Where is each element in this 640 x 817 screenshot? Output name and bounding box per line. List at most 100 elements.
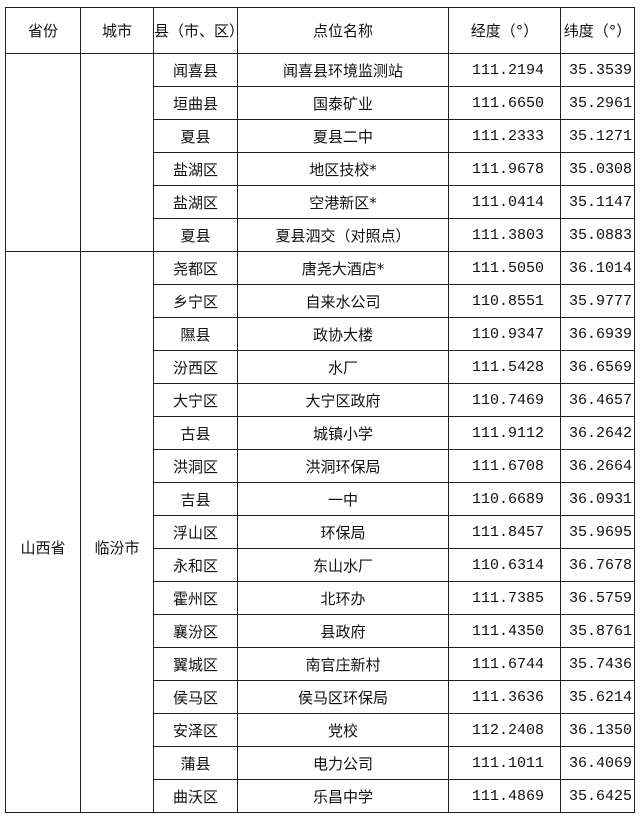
table-row: 乡宁区 自来水公司 110.8551 35.9777 — [6, 284, 635, 318]
table-row: 曲沃区 乐昌中学 111.4869 35.6425 — [6, 779, 635, 813]
longitude-cell: 111.5428 — [448, 350, 561, 384]
table-row: 山西省 临汾市 尧都区 唐尧大酒店* 111.5050 36.1014 — [5, 251, 635, 813]
latitude-cell: 35.0883 — [560, 218, 635, 252]
site-name-cell: 东山水厂 — [237, 548, 449, 582]
county-cell: 曲沃区 — [153, 779, 238, 813]
longitude-cell: 110.9347 — [448, 317, 561, 351]
site-name-cell: 北环办 — [237, 581, 449, 615]
site-name-cell: 城镇小学 — [237, 416, 449, 450]
site-name-cell: 唐尧大酒店* — [237, 251, 449, 285]
latitude-cell: 35.7436 — [560, 647, 635, 681]
county-cell: 襄汾区 — [153, 614, 238, 648]
site-name-cell: 乐昌中学 — [237, 779, 449, 813]
latitude-cell: 35.6425 — [560, 779, 635, 813]
latitude-cell: 35.3539 — [560, 53, 635, 87]
county-cell: 汾西区 — [153, 350, 238, 384]
latitude-cell: 36.2642 — [560, 416, 635, 450]
site-name-cell: 环保局 — [237, 515, 449, 549]
longitude-cell: 111.4350 — [448, 614, 561, 648]
longitude-cell: 111.6650 — [448, 86, 561, 120]
site-name-cell: 自来水公司 — [237, 284, 449, 318]
table-row: 浮山区 环保局 111.8457 35.9695 — [6, 515, 635, 549]
header-longitude: 经度（°） — [448, 7, 561, 54]
longitude-cell: 111.2194 — [448, 53, 561, 87]
province-cell: 山西省 — [5, 251, 81, 813]
longitude-cell: 110.6689 — [448, 482, 561, 516]
latitude-cell: 36.6569 — [560, 350, 635, 384]
latitude-cell: 35.1147 — [560, 185, 635, 219]
latitude-cell: 36.6939 — [560, 317, 635, 351]
longitude-cell: 111.4869 — [448, 779, 561, 813]
table-row: 垣曲县 国泰矿业 111.6650 35.2961 — [6, 86, 635, 120]
longitude-cell: 111.9678 — [448, 152, 561, 186]
county-cell: 永和区 — [153, 548, 238, 582]
county-cell: 蒲县 — [153, 746, 238, 780]
header-site-name: 点位名称 — [237, 7, 449, 54]
city-cell: 临汾市 — [80, 251, 154, 813]
longitude-cell: 112.2408 — [448, 713, 561, 747]
city-cell — [80, 53, 154, 252]
header-province: 省份 — [5, 7, 81, 54]
table-row: 隰县 政协大楼 110.9347 36.6939 — [6, 317, 635, 351]
latitude-cell: 36.7678 — [560, 548, 635, 582]
longitude-cell: 111.1011 — [448, 746, 561, 780]
longitude-cell: 110.8551 — [448, 284, 561, 318]
county-cell: 翼城区 — [153, 647, 238, 681]
site-name-cell: 夏县二中 — [237, 119, 449, 153]
table-row: 盐湖区 地区技校* 111.9678 35.0308 — [6, 152, 635, 186]
table-row: 闻喜县 闻喜县环境监测站 111.2194 35.3539 — [5, 53, 635, 252]
county-cell: 安泽区 — [153, 713, 238, 747]
longitude-cell: 111.9112 — [448, 416, 561, 450]
table-row: 安泽区 党校 112.2408 36.1350 — [6, 713, 635, 747]
table-row: 侯马区 侯马区环保局 111.3636 35.6214 — [6, 680, 635, 714]
county-cell: 盐湖区 — [153, 152, 238, 186]
latitude-cell: 35.2961 — [560, 86, 635, 120]
table-row: 汾西区 水厂 111.5428 36.6569 — [6, 350, 635, 384]
latitude-cell: 35.6214 — [560, 680, 635, 714]
province-cell — [5, 53, 81, 252]
site-name-cell: 空港新区* — [237, 185, 449, 219]
site-name-cell: 政协大楼 — [237, 317, 449, 351]
county-cell: 尧都区 — [153, 251, 238, 285]
longitude-cell: 111.3636 — [448, 680, 561, 714]
table-row: 夏县 夏县泗交（对照点） 111.3803 35.0883 — [6, 218, 635, 252]
latitude-cell: 35.1271 — [560, 119, 635, 153]
latitude-cell: 36.1014 — [560, 251, 635, 285]
site-name-cell: 地区技校* — [237, 152, 449, 186]
longitude-cell: 111.0414 — [448, 185, 561, 219]
monitoring-sites-table-container: 省份 城市 县（市、区） 点位名称 经度（°） 纬度（°） 闻喜县 闻喜县环境监测… — [5, 7, 635, 813]
county-cell: 夏县 — [153, 119, 238, 153]
header-latitude: 纬度（°） — [560, 7, 635, 54]
header-row: 省份 城市 县（市、区） 点位名称 经度（°） 纬度（°） — [5, 7, 635, 54]
county-cell: 垣曲县 — [153, 86, 238, 120]
site-name-cell: 大宁区政府 — [237, 383, 449, 417]
latitude-cell: 36.1350 — [560, 713, 635, 747]
table-row: 夏县 夏县二中 111.2333 35.1271 — [6, 119, 635, 153]
site-name-cell: 夏县泗交（对照点） — [237, 218, 449, 252]
county-cell: 霍州区 — [153, 581, 238, 615]
longitude-cell: 111.7385 — [448, 581, 561, 615]
table-row: 蒲县 电力公司 111.1011 36.4069 — [6, 746, 635, 780]
county-cell: 浮山区 — [153, 515, 238, 549]
latitude-cell: 36.4657 — [560, 383, 635, 417]
county-cell: 乡宁区 — [153, 284, 238, 318]
site-name-cell: 南官庄新村 — [237, 647, 449, 681]
longitude-cell: 110.7469 — [448, 383, 561, 417]
latitude-cell: 36.2664 — [560, 449, 635, 483]
site-name-cell: 侯马区环保局 — [237, 680, 449, 714]
county-cell: 大宁区 — [153, 383, 238, 417]
site-name-cell: 一中 — [237, 482, 449, 516]
county-cell: 古县 — [153, 416, 238, 450]
site-name-cell: 洪洞环保局 — [237, 449, 449, 483]
county-cell: 隰县 — [153, 317, 238, 351]
site-name-cell: 闻喜县环境监测站 — [237, 53, 449, 87]
county-cell: 盐湖区 — [153, 185, 238, 219]
county-cell: 吉县 — [153, 482, 238, 516]
latitude-cell: 35.9695 — [560, 515, 635, 549]
table-row: 盐湖区 空港新区* 111.0414 35.1147 — [6, 185, 635, 219]
latitude-cell: 36.5759 — [560, 581, 635, 615]
table-row: 洪洞区 洪洞环保局 111.6708 36.2664 — [6, 449, 635, 483]
county-cell: 洪洞区 — [153, 449, 238, 483]
site-name-cell: 党校 — [237, 713, 449, 747]
latitude-cell: 36.4069 — [560, 746, 635, 780]
